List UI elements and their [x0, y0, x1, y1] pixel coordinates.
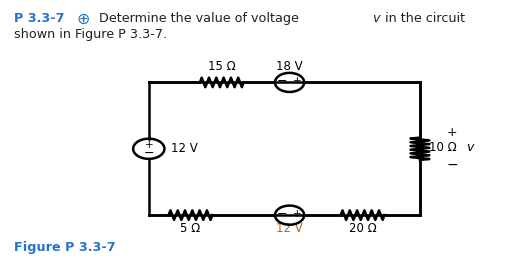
Text: +: + — [292, 76, 301, 86]
Text: +: + — [144, 140, 153, 150]
Text: Figure P 3.3-7: Figure P 3.3-7 — [14, 241, 116, 254]
Text: 12 V: 12 V — [171, 142, 198, 155]
Text: 5 Ω: 5 Ω — [180, 222, 201, 235]
Text: in the circuit: in the circuit — [382, 12, 465, 25]
Text: ⊕: ⊕ — [77, 12, 90, 27]
Text: 15 Ω: 15 Ω — [208, 60, 236, 73]
Text: v: v — [372, 12, 379, 25]
Text: +: + — [447, 126, 457, 139]
Text: −: − — [446, 158, 458, 172]
Text: v: v — [466, 141, 473, 154]
Text: 10 Ω: 10 Ω — [430, 141, 457, 154]
Text: shown in Figure P 3.3-7.: shown in Figure P 3.3-7. — [14, 28, 168, 41]
Text: P 3.3-7: P 3.3-7 — [14, 12, 65, 25]
Text: −: − — [277, 75, 287, 88]
Text: 18 V: 18 V — [276, 60, 303, 73]
Text: −: − — [143, 147, 154, 160]
Text: −: − — [277, 208, 287, 221]
Text: 20 Ω: 20 Ω — [349, 222, 376, 235]
Text: 12 V: 12 V — [276, 222, 303, 235]
Text: +: + — [292, 209, 301, 219]
Text: Determine the value of voltage: Determine the value of voltage — [99, 12, 303, 25]
